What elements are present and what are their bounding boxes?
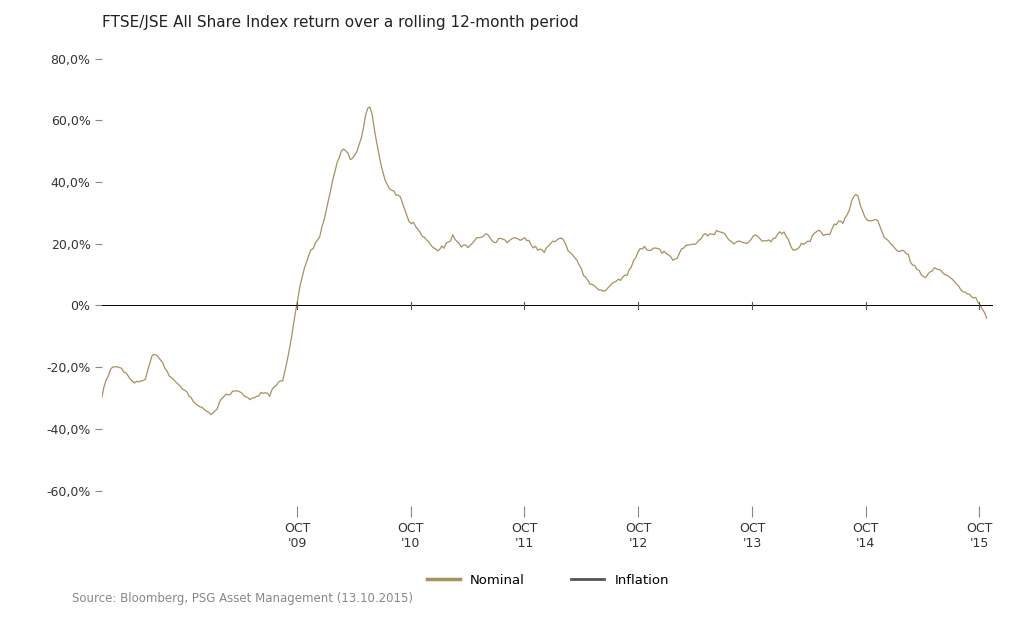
- Line: Nominal: Nominal: [99, 107, 987, 415]
- Text: Source: Bloomberg, PSG Asset Management (13.10.2015): Source: Bloomberg, PSG Asset Management …: [72, 592, 413, 605]
- Legend: Nominal, Inflation: Nominal, Inflation: [421, 568, 675, 592]
- Text: FTSE/JSE All Share Index return over a rolling 12-month period: FTSE/JSE All Share Index return over a r…: [102, 15, 579, 30]
